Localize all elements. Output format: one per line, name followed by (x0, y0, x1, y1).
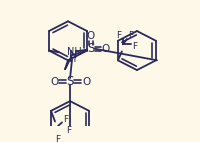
Text: O: O (82, 77, 90, 87)
Text: N: N (69, 50, 77, 60)
Text: O: O (101, 44, 110, 54)
Text: F: F (66, 126, 71, 135)
Text: F: F (55, 135, 60, 142)
Text: NH: NH (67, 47, 81, 57)
Text: F: F (132, 42, 137, 51)
Text: O: O (86, 31, 95, 41)
Text: S: S (66, 75, 73, 88)
Text: F: F (116, 31, 121, 40)
Text: O: O (50, 77, 58, 87)
Text: F: F (128, 31, 133, 40)
Text: H: H (69, 54, 76, 64)
Text: F: F (63, 115, 68, 124)
Text: S: S (87, 42, 94, 55)
